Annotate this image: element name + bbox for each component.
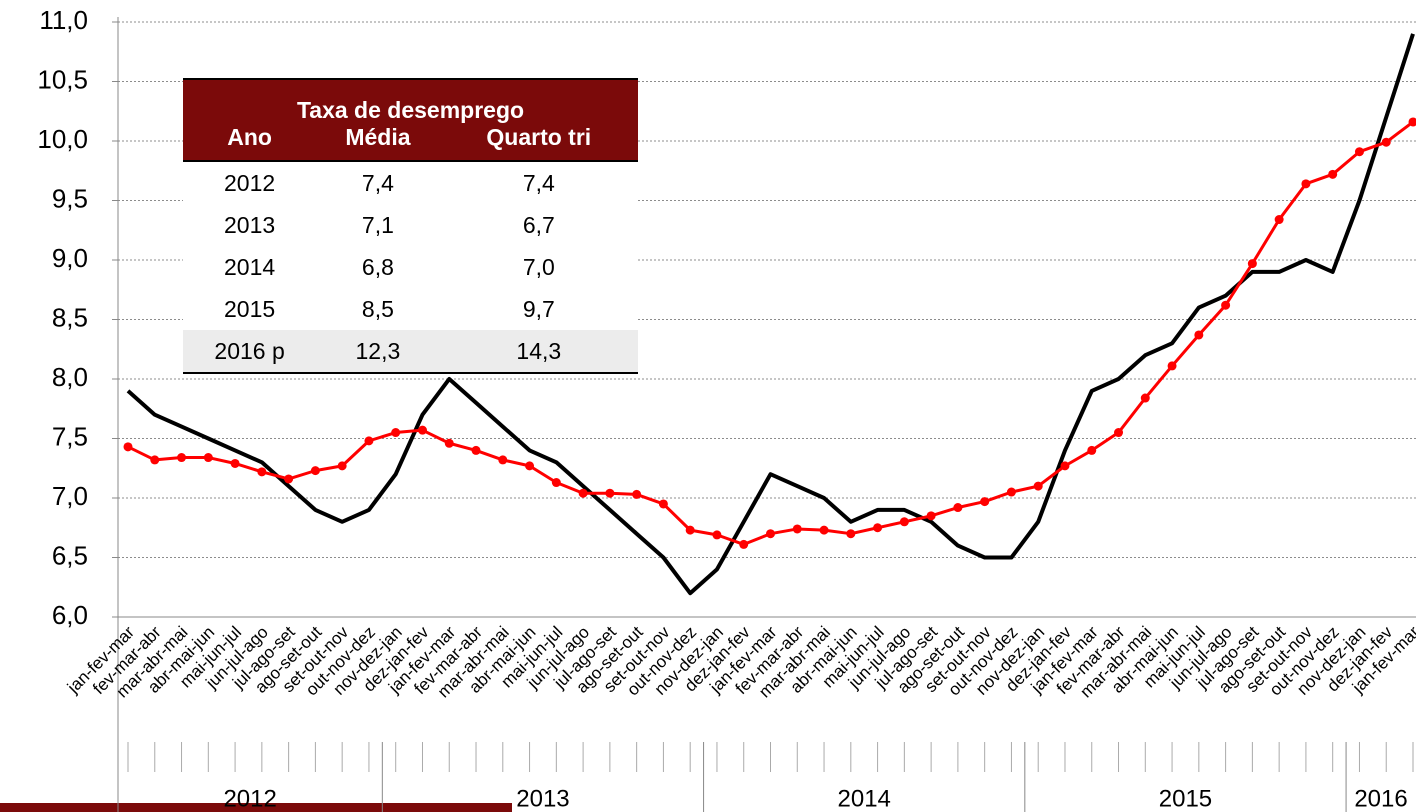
table-cell: 2016 p	[183, 330, 317, 374]
data-point	[1033, 481, 1043, 491]
data-point	[123, 442, 133, 452]
data-point	[1167, 361, 1177, 371]
col-header: Ano	[183, 124, 317, 162]
y-tick-label: 10,0	[37, 124, 88, 154]
data-point	[1274, 215, 1284, 225]
table-cell: 6,7	[439, 204, 638, 246]
table-cell: 12,3	[316, 330, 440, 374]
table-row: 2016 p 12,3 14,3	[183, 330, 638, 374]
data-point	[1301, 179, 1311, 189]
data-point	[257, 467, 267, 477]
data-point	[1381, 137, 1391, 147]
data-point	[417, 425, 427, 435]
data-point	[1114, 428, 1124, 438]
year-label: 2012	[223, 785, 276, 812]
year-label: 2014	[838, 785, 891, 812]
data-point	[739, 539, 749, 549]
data-line	[126, 33, 1415, 596]
year-label: 2015	[1159, 785, 1212, 812]
data-point	[873, 523, 883, 533]
y-tick-label: 6,0	[52, 600, 88, 630]
y-tick-label: 6,5	[52, 540, 88, 570]
table-cell: 7,4	[439, 161, 638, 204]
data-point	[1140, 393, 1150, 403]
data-point	[819, 525, 829, 535]
data-point	[1221, 300, 1231, 310]
table-row: 2015 8,5 9,7	[183, 288, 638, 330]
data-point	[1247, 259, 1257, 269]
table-cell: 2013	[183, 204, 317, 246]
table-cell: 2012	[183, 161, 317, 204]
table-cell: 6,8	[316, 246, 440, 288]
data-point	[444, 438, 454, 448]
data-point	[658, 499, 668, 509]
data-point	[1328, 169, 1338, 179]
data-point	[471, 445, 481, 455]
table-cell: 7,1	[316, 204, 440, 246]
data-point	[792, 524, 802, 534]
y-tick-label: 8,5	[52, 302, 88, 332]
data-point	[1060, 461, 1070, 471]
data-point	[953, 503, 963, 513]
y-tick-label: 8,0	[52, 362, 88, 392]
data-point	[1194, 330, 1204, 340]
data-point	[632, 489, 642, 499]
table-cell: 7,4	[316, 161, 440, 204]
col-header: Média	[316, 124, 440, 162]
y-tick-label: 10,5	[37, 64, 88, 94]
data-point	[310, 466, 320, 476]
table-row: 2013 7,1 6,7	[183, 204, 638, 246]
summary-table: Taxa de desemprego Ano Média Quarto tri 20…	[183, 78, 638, 374]
data-point	[766, 529, 775, 539]
data-point	[980, 497, 990, 507]
data-point	[337, 461, 347, 471]
data-point	[1087, 445, 1097, 455]
data-point	[391, 428, 401, 438]
y-tick-label: 9,0	[52, 243, 88, 273]
y-tick-label: 11,0	[39, 5, 88, 35]
data-point	[498, 455, 508, 465]
table-row: 2012 7,4 7,4	[183, 161, 638, 204]
data-point	[230, 458, 240, 468]
data-point	[926, 511, 936, 521]
data-point	[1006, 487, 1016, 497]
year-label: 2013	[516, 785, 569, 812]
data-point	[605, 488, 615, 498]
data-point	[364, 436, 374, 446]
data-point	[525, 461, 535, 471]
table-cell: 7,0	[439, 246, 638, 288]
data-point	[203, 453, 213, 463]
data-point	[551, 478, 561, 488]
data-point	[150, 455, 160, 465]
y-tick-label: 7,5	[52, 421, 88, 451]
table-cell: 9,7	[439, 288, 638, 330]
data-point	[177, 453, 187, 463]
data-point	[578, 488, 588, 498]
data-point	[899, 517, 909, 527]
table-cell: 8,5	[316, 288, 440, 330]
table-cell: 14,3	[439, 330, 638, 374]
data-point	[846, 529, 856, 539]
year-label: 2016	[1354, 785, 1407, 812]
data-point	[1408, 117, 1416, 127]
table-cell: 2015	[183, 288, 317, 330]
data-point	[685, 525, 695, 535]
y-tick-label: 9,5	[52, 183, 88, 213]
table-body: 2012 7,4 7,4 2013 7,1 6,7 2014 6,8 7,0 2015 8,5 9,7…	[183, 161, 638, 374]
decor-bar	[0, 803, 512, 812]
table-cell: 2014	[183, 246, 317, 288]
col-header: Quarto tri	[439, 124, 638, 162]
y-tick-label: 7,0	[52, 481, 88, 511]
table-row: 2014 6,8 7,0	[183, 246, 638, 288]
data-point	[284, 474, 294, 484]
table-title: Taxa de desemprego	[183, 78, 638, 124]
data-point	[712, 530, 722, 540]
data-point	[1354, 147, 1364, 157]
